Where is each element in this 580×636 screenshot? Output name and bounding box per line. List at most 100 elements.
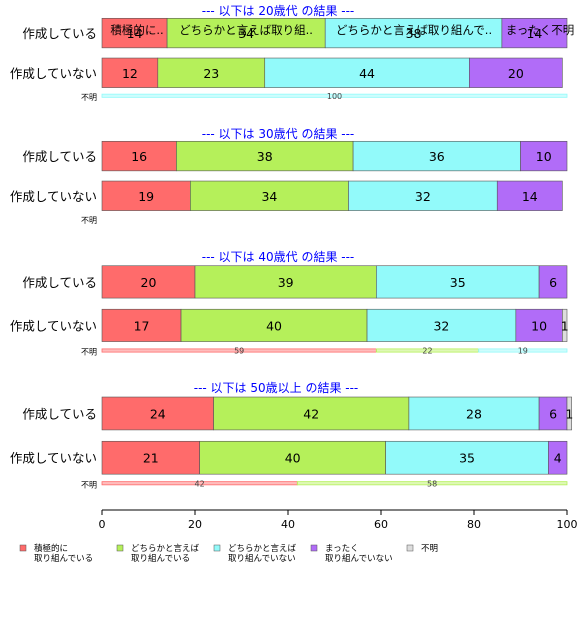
bar-segment — [264, 57, 470, 88]
bar-segment — [101, 140, 177, 172]
bar-segment — [515, 308, 563, 342]
panel-title: --- 以下は 40歳代 の結果 --- — [202, 250, 355, 264]
bar-segment — [376, 265, 540, 299]
x-axis-tick-label: 100 — [557, 518, 578, 531]
unknown-value-label: 19 — [518, 347, 528, 356]
segment-value-label: 38 — [406, 26, 422, 41]
segment-value-label: 28 — [466, 406, 482, 421]
unknown-value-label: 100 — [327, 92, 342, 101]
bar-segment — [101, 17, 168, 49]
row-label: 作成していない — [10, 451, 97, 466]
bar-segment — [166, 17, 326, 49]
segment-value-label: 6 — [549, 406, 557, 421]
segment-value-label: 16 — [131, 149, 147, 164]
segment-value-label: 40 — [266, 318, 282, 333]
segment-value-label: 14 — [127, 26, 143, 41]
row-label: 作成している — [22, 406, 97, 421]
segment-value-label: 4 — [554, 451, 562, 466]
legend-label: どちらかと言えば取り組んでいる — [131, 543, 200, 564]
bar-segment — [180, 308, 368, 342]
unknown-value-label: 22 — [422, 347, 432, 356]
segment-value-label: 1 — [561, 318, 569, 333]
segment-value-label: 20 — [508, 66, 524, 81]
segment-value-label: 12 — [122, 66, 138, 81]
row-label-unknown: 不明 — [81, 216, 97, 225]
panel-title: --- 以下は 30歳代 の結果 --- — [202, 127, 355, 141]
bar-segment — [566, 396, 572, 431]
segment-value-label: 42 — [303, 406, 319, 421]
row-label: 作成している — [22, 26, 97, 41]
bar-segment — [538, 265, 568, 299]
x-axis-tick-label: 0 — [99, 518, 106, 531]
segment-value-label: 34 — [261, 189, 277, 204]
legend-swatch — [116, 544, 124, 552]
bar-segment — [101, 308, 182, 342]
row-label-unknown: 不明 — [81, 480, 97, 489]
bar-segment-unknown — [296, 481, 568, 486]
x-axis-tick-label: 20 — [188, 518, 202, 531]
segment-value-label: 44 — [359, 66, 375, 81]
bar-segment — [101, 265, 196, 299]
bar-segment — [385, 440, 549, 475]
segment-value-label: 14 — [526, 26, 542, 41]
x-axis-tick-label: 60 — [374, 518, 388, 531]
segment-value-label: 20 — [141, 275, 157, 290]
segment-value-label: 17 — [134, 318, 150, 333]
row-label: 作成していない — [10, 66, 97, 81]
legend-swatch — [406, 544, 414, 552]
category-header: どちらかと言えば取り組んで.. — [336, 23, 492, 37]
row-label: 作成していない — [10, 318, 97, 333]
legend-label: まったく取り組んでいない — [325, 544, 393, 564]
segment-value-label: 36 — [429, 149, 445, 164]
bar-segment — [194, 265, 377, 299]
x-axis-tick-label: 40 — [281, 518, 295, 531]
bar-segment — [176, 140, 354, 172]
bar-segment — [408, 396, 540, 431]
unknown-value-label: 59 — [234, 347, 244, 356]
segment-value-label: 35 — [459, 451, 475, 466]
bar-segment — [562, 308, 568, 342]
panel-title: --- 以下は 20歳代 の結果 --- — [202, 4, 355, 18]
bar-segment — [366, 308, 517, 342]
segment-value-label: 21 — [143, 451, 159, 466]
legend-label: 不明 — [421, 544, 438, 554]
segment-value-label: 35 — [450, 275, 466, 290]
category-header: まったく不明 — [506, 23, 575, 37]
panel-title: --- 以下は 50歳以上 の結果 --- — [194, 381, 359, 395]
legend-label: どちらかと言えば取り組んでいない — [228, 543, 297, 564]
bar-segment — [496, 180, 563, 211]
bar-segment — [101, 57, 159, 88]
x-axis-tick-label: 80 — [467, 518, 481, 531]
bar-segment — [101, 180, 191, 211]
bar-segment-unknown — [478, 348, 568, 353]
bar-segment — [538, 396, 568, 431]
bar-segment — [348, 180, 498, 211]
unknown-value-label: 58 — [427, 479, 437, 488]
segment-value-label: 40 — [285, 451, 301, 466]
row-label-unknown: 不明 — [81, 93, 97, 102]
segment-value-label: 39 — [278, 275, 294, 290]
legend-label: 積極的に取り組んでいる — [34, 543, 93, 564]
bar-segment — [101, 440, 200, 475]
bar-segment — [199, 440, 386, 475]
category-header: 積極的に.. — [110, 23, 163, 37]
segment-value-label: 23 — [203, 66, 219, 81]
legend-swatch — [19, 544, 27, 552]
bar-segment — [520, 140, 568, 172]
segment-value-label: 10 — [536, 149, 552, 164]
bar-segment-unknown — [101, 93, 568, 98]
legend-swatch — [310, 544, 318, 552]
segment-value-label: 19 — [138, 189, 154, 204]
row-label: 作成している — [22, 275, 97, 290]
segment-value-label: 38 — [257, 149, 273, 164]
segment-value-label: 34 — [238, 26, 254, 41]
bar-segment — [157, 57, 266, 88]
bar-segment — [469, 57, 563, 88]
category-header: どちらかと言えば取り組.. — [179, 23, 313, 37]
bar-segment — [501, 17, 568, 49]
segment-value-label: 32 — [415, 189, 431, 204]
bar-segment — [324, 17, 503, 49]
bar-segment — [352, 140, 521, 172]
segment-value-label: 32 — [433, 318, 449, 333]
